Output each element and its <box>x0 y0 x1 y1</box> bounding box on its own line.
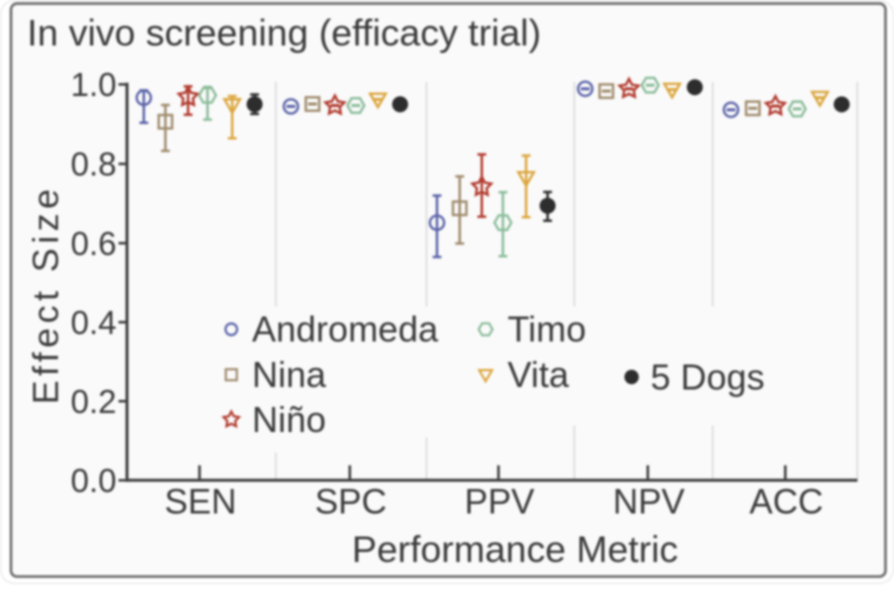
svg-text:SEN: SEN <box>165 483 237 522</box>
svg-text:0.8: 0.8 <box>71 146 117 183</box>
svg-text:Vita: Vita <box>508 354 570 395</box>
svg-text:Effect Size: Effect Size <box>25 185 66 405</box>
svg-text:SPC: SPC <box>315 483 387 522</box>
svg-text:0.6: 0.6 <box>71 225 117 262</box>
svg-text:Niño: Niño <box>252 399 326 440</box>
svg-text:5 Dogs: 5 Dogs <box>651 356 765 397</box>
svg-text:In vivo screening (efficacy tr: In vivo screening (efficacy trial) <box>27 12 541 54</box>
svg-text:0.4: 0.4 <box>71 304 117 341</box>
svg-text:Nina: Nina <box>252 354 327 395</box>
svg-text:Performance Metric: Performance Metric <box>352 528 678 570</box>
svg-text:Timo: Timo <box>508 309 587 350</box>
svg-text:1.0: 1.0 <box>71 66 117 103</box>
svg-text:Andromeda: Andromeda <box>252 309 439 350</box>
svg-text:0.2: 0.2 <box>71 383 117 420</box>
svg-text:PPV: PPV <box>464 483 535 522</box>
svg-text:NPV: NPV <box>613 483 686 522</box>
svg-text:ACC: ACC <box>749 483 823 522</box>
svg-text:0.0: 0.0 <box>71 462 117 499</box>
